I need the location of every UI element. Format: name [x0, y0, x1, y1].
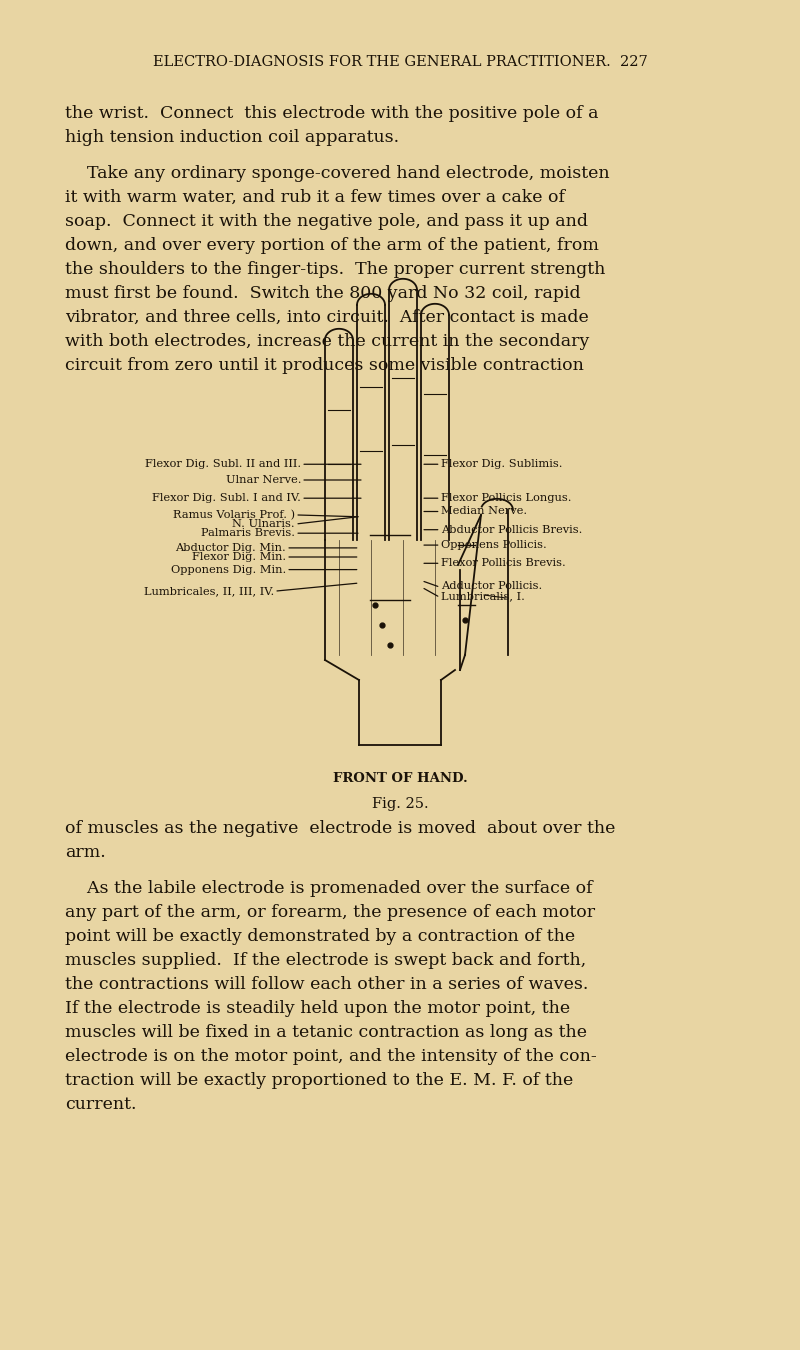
Text: Flexor Pollicis Brevis.: Flexor Pollicis Brevis. [441, 559, 566, 568]
Text: vibrator, and three cells, into circuit.  After contact is made: vibrator, and three cells, into circuit.… [65, 309, 589, 325]
Text: N. Ulnaris.: N. Ulnaris. [232, 518, 295, 529]
Text: Opponens Pollicis.: Opponens Pollicis. [441, 540, 546, 549]
Text: the contractions will follow each other in a series of waves.: the contractions will follow each other … [65, 976, 588, 994]
Text: muscles supplied.  If the electrode is swept back and forth,: muscles supplied. If the electrode is sw… [65, 952, 586, 969]
Text: with both electrodes, increase the current in the secondary: with both electrodes, increase the curre… [65, 333, 590, 350]
Text: As the labile electrode is promenaded over the surface of: As the labile electrode is promenaded ov… [65, 880, 593, 896]
Text: point will be exactly demonstrated by a contraction of the: point will be exactly demonstrated by a … [65, 927, 575, 945]
Text: Median Nerve.: Median Nerve. [441, 506, 527, 517]
Text: Ramus Volaris Prof. ): Ramus Volaris Prof. ) [173, 510, 295, 520]
Text: ELECTRO-DIAGNOSIS FOR THE GENERAL PRACTITIONER.  227: ELECTRO-DIAGNOSIS FOR THE GENERAL PRACTI… [153, 55, 647, 69]
Text: muscles will be fixed in a tetanic contraction as long as the: muscles will be fixed in a tetanic contr… [65, 1025, 587, 1041]
Text: of muscles as the negative  electrode is moved  about over the: of muscles as the negative electrode is … [65, 819, 615, 837]
Text: FRONT OF HAND.: FRONT OF HAND. [333, 772, 467, 784]
Text: Adductor Pollicis.: Adductor Pollicis. [441, 582, 542, 591]
Text: Flexor Dig. Min.: Flexor Dig. Min. [192, 552, 286, 562]
Text: Flexor Dig. Subl. II and III.: Flexor Dig. Subl. II and III. [145, 459, 301, 470]
Text: Flexor Pollicis Longus.: Flexor Pollicis Longus. [441, 493, 571, 504]
Text: Lumbricales, II, III, IV.: Lumbricales, II, III, IV. [144, 586, 274, 595]
Text: Fig. 25.: Fig. 25. [372, 796, 428, 811]
Text: current.: current. [65, 1096, 137, 1112]
Text: Abductor Dig. Min.: Abductor Dig. Min. [175, 543, 286, 554]
Text: the wrist.  Connect  this electrode with the positive pole of a: the wrist. Connect this electrode with t… [65, 105, 598, 122]
Text: Flexor Dig. Subl. I and IV.: Flexor Dig. Subl. I and IV. [152, 493, 301, 504]
Text: Ulnar Nerve.: Ulnar Nerve. [226, 475, 301, 485]
Text: electrode is on the motor point, and the intensity of the con-: electrode is on the motor point, and the… [65, 1048, 597, 1065]
Text: If the electrode is steadily held upon the motor point, the: If the electrode is steadily held upon t… [65, 1000, 570, 1017]
Text: Abductor Pollicis Brevis.: Abductor Pollicis Brevis. [441, 525, 582, 535]
Text: traction will be exactly proportioned to the E. M. F. of the: traction will be exactly proportioned to… [65, 1072, 574, 1089]
Text: it with warm water, and rub it a few times over a cake of: it with warm water, and rub it a few tim… [65, 189, 565, 207]
Text: must first be found.  Switch the 800 yard No 32 coil, rapid: must first be found. Switch the 800 yard… [65, 285, 581, 302]
Text: down, and over every portion of the arm of the patient, from: down, and over every portion of the arm … [65, 238, 599, 254]
Text: Lumbricalis, I.: Lumbricalis, I. [441, 591, 525, 601]
Text: Flexor Dig. Sublimis.: Flexor Dig. Sublimis. [441, 459, 562, 470]
Text: Opponens Dig. Min.: Opponens Dig. Min. [170, 564, 286, 575]
Text: arm.: arm. [65, 844, 106, 861]
Text: Palmaris Brevis.: Palmaris Brevis. [201, 528, 295, 539]
Text: any part of the arm, or forearm, the presence of each motor: any part of the arm, or forearm, the pre… [65, 904, 595, 921]
Text: high tension induction coil apparatus.: high tension induction coil apparatus. [65, 130, 399, 146]
Text: soap.  Connect it with the negative pole, and pass it up and: soap. Connect it with the negative pole,… [65, 213, 588, 230]
Text: circuit from zero until it produces some visible contraction: circuit from zero until it produces some… [65, 356, 584, 374]
Text: Take any ordinary sponge-covered hand electrode, moisten: Take any ordinary sponge-covered hand el… [65, 165, 610, 182]
Text: the shoulders to the finger-tips.  The proper current strength: the shoulders to the finger-tips. The pr… [65, 261, 606, 278]
